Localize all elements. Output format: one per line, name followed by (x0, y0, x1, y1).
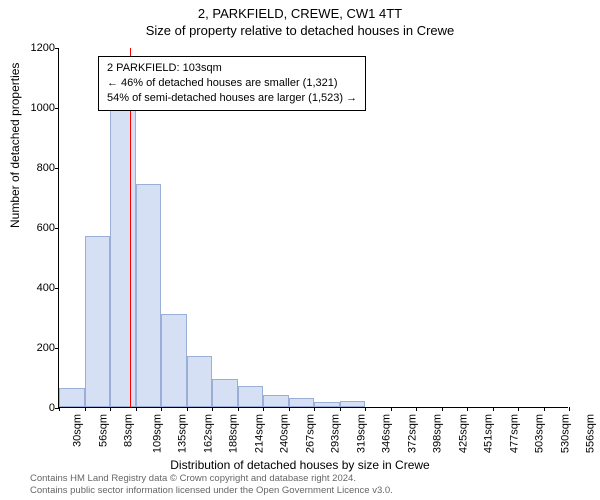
histogram-bar (238, 386, 264, 407)
y-tick-label: 200 (21, 342, 55, 354)
histogram-bar (289, 398, 315, 407)
histogram-bar (340, 401, 366, 407)
y-tick-label: 1200 (21, 42, 55, 54)
x-axis-label: Distribution of detached houses by size … (0, 458, 600, 472)
footer: Contains HM Land Registry data © Crown c… (30, 473, 393, 496)
histogram-bar (212, 379, 238, 408)
histogram-bar (110, 88, 136, 408)
histogram-bar (314, 402, 340, 407)
chart-title-sub: Size of property relative to detached ho… (0, 23, 600, 38)
info-line-3: 54% of semi-detached houses are larger (… (107, 91, 357, 106)
footer-line-1: Contains HM Land Registry data © Crown c… (30, 473, 393, 484)
info-line-1: 2 PARKFIELD: 103sqm (107, 61, 357, 76)
y-tick-label: 1000 (21, 102, 55, 114)
y-tick-label: 400 (21, 282, 55, 294)
info-box: 2 PARKFIELD: 103sqm ← 46% of detached ho… (98, 56, 366, 111)
histogram-bar (161, 314, 187, 407)
histogram-bar (59, 388, 85, 408)
histogram-bar (187, 356, 213, 407)
chart-title-main: 2, PARKFIELD, CREWE, CW1 4TT (0, 6, 600, 21)
y-tick-label: 600 (21, 222, 55, 234)
histogram-bar (85, 236, 111, 407)
y-tick-label: 800 (21, 162, 55, 174)
y-axis-label: Number of detached properties (8, 63, 22, 228)
chart-title-block: 2, PARKFIELD, CREWE, CW1 4TT Size of pro… (0, 0, 600, 38)
histogram-bar (263, 395, 289, 407)
info-line-2: ← 46% of detached houses are smaller (1,… (107, 76, 357, 91)
histogram-bar (136, 184, 162, 408)
chart-area: 02004006008001000120030sqm56sqm83sqm109s… (58, 48, 568, 408)
footer-line-2: Contains public sector information licen… (30, 485, 393, 496)
y-tick-label: 0 (21, 402, 55, 414)
